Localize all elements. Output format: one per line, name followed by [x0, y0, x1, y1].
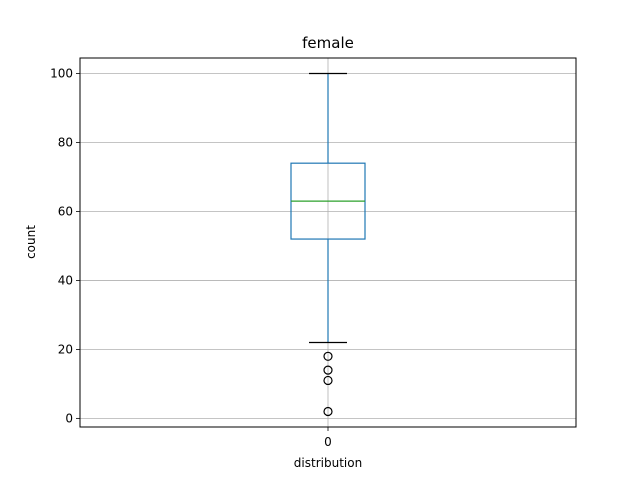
chart-title: female	[302, 34, 354, 52]
y-tick-label: 80	[58, 135, 73, 149]
outlier-point	[323, 365, 333, 375]
x-axis-label: distribution	[294, 456, 362, 470]
x-axis: 0	[324, 427, 332, 449]
y-tick-label: 20	[58, 342, 73, 356]
y-tick-label: 100	[50, 67, 73, 81]
x-tick-label: 0	[324, 435, 332, 449]
y-tick-label: 0	[65, 411, 73, 425]
y-axis-label: count	[24, 225, 38, 259]
outlier-point	[323, 351, 333, 361]
y-axis: 0 20 40 60 80 100	[50, 67, 80, 425]
outlier-point	[323, 406, 333, 417]
y-tick-label: 60	[58, 204, 73, 218]
boxplot-marks	[290, 72, 366, 417]
y-tick-label: 40	[58, 273, 73, 287]
outlier-point	[323, 375, 333, 386]
